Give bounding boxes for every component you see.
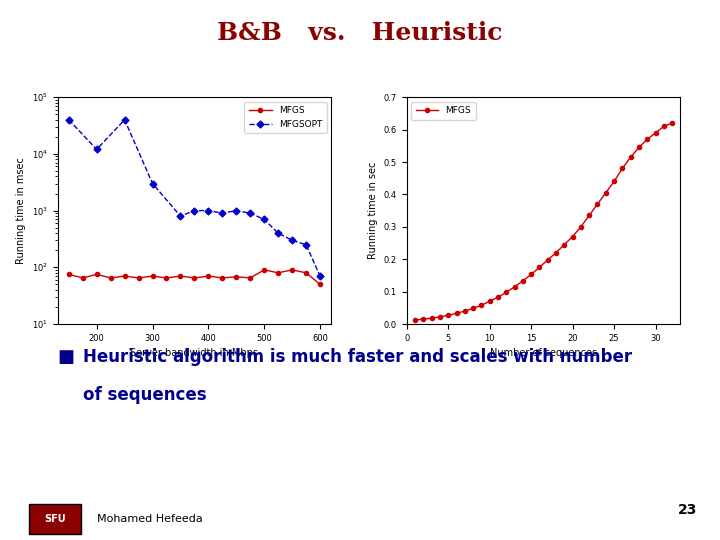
Text: Mohamed Hefeeda: Mohamed Hefeeda [97, 514, 203, 524]
MFGS [510, 284, 519, 290]
MFGS [246, 275, 255, 281]
MFGSOPT [92, 146, 101, 153]
Line: MFGS: MFGS [67, 268, 322, 286]
MFGS [568, 233, 577, 240]
MFGS [92, 271, 101, 278]
Text: Heuristic algorithm is much faster and scales with number: Heuristic algorithm is much faster and s… [83, 348, 632, 366]
MFGS [552, 249, 560, 256]
MFGSOPT [190, 207, 199, 214]
MFGS [593, 201, 602, 207]
MFGS [120, 273, 129, 279]
MFGS [218, 275, 227, 281]
Text: ■: ■ [58, 348, 75, 366]
MFGS [518, 278, 527, 284]
MFGS [634, 144, 643, 151]
MFGS [204, 273, 212, 279]
MFGS [232, 274, 240, 280]
Legend: MFGS: MFGS [411, 102, 476, 120]
MFGS [444, 312, 453, 319]
MFGS [190, 275, 199, 281]
MFGS [560, 241, 569, 248]
MFGS [494, 294, 503, 300]
MFGS [411, 317, 420, 323]
X-axis label: Number of sequences: Number of sequences [490, 348, 597, 358]
Line: MFGSOPT: MFGSOPT [66, 117, 323, 279]
MFGS [162, 275, 171, 281]
MFGSOPT [148, 180, 157, 187]
MFGS [535, 264, 544, 271]
MFGSOPT [232, 207, 240, 214]
MFGS [274, 269, 282, 276]
Y-axis label: Running time in sec: Running time in sec [368, 162, 378, 259]
MFGS [502, 289, 510, 295]
MFGS [315, 281, 324, 288]
MFGS [601, 190, 610, 196]
MFGSOPT [218, 210, 227, 217]
Legend: MFGS, MFGSOPT: MFGS, MFGSOPT [245, 102, 327, 133]
MFGSOPT [120, 117, 129, 123]
MFGS [585, 212, 593, 219]
MFGSOPT [204, 207, 212, 214]
Line: MFGS: MFGS [413, 121, 674, 322]
MFGS [260, 267, 269, 273]
MFGSOPT [176, 213, 185, 219]
Text: B&B   vs.   Heuristic: B&B vs. Heuristic [217, 21, 503, 45]
MFGS [660, 123, 668, 130]
MFGS [288, 267, 297, 273]
MFGSOPT [302, 241, 310, 248]
MFGS [643, 136, 652, 143]
MFGS [65, 271, 73, 278]
Text: of sequences: of sequences [83, 386, 207, 404]
MFGS [176, 273, 185, 279]
MFGSOPT [315, 273, 324, 279]
X-axis label: Server bandwidth in Mbps: Server bandwidth in Mbps [130, 348, 258, 358]
MFGS [436, 314, 444, 320]
MFGS [577, 224, 585, 230]
MFGS [78, 275, 87, 281]
MFGS [134, 275, 143, 281]
Text: 23: 23 [678, 503, 697, 517]
MFGS [485, 298, 494, 305]
MFGS [610, 178, 618, 185]
MFGS [428, 315, 436, 321]
MFGS [469, 305, 477, 312]
MFGS [107, 275, 115, 281]
MFGS [651, 130, 660, 136]
MFGS [667, 120, 676, 126]
Y-axis label: Running time in msec: Running time in msec [16, 157, 26, 264]
MFGS [527, 271, 536, 278]
MFGS [461, 308, 469, 314]
Text: SFU: SFU [44, 514, 66, 524]
MFGSOPT [288, 237, 297, 244]
MFGS [419, 316, 428, 322]
MFGS [302, 269, 310, 276]
MFGSOPT [65, 117, 73, 123]
MFGS [544, 256, 552, 263]
MFGSOPT [274, 230, 282, 237]
MFGS [626, 154, 635, 160]
MFGS [477, 302, 486, 308]
MFGS [618, 165, 626, 172]
MFGS [148, 273, 157, 279]
MFGS [452, 310, 461, 316]
MFGSOPT [246, 210, 255, 217]
MFGSOPT [260, 216, 269, 222]
